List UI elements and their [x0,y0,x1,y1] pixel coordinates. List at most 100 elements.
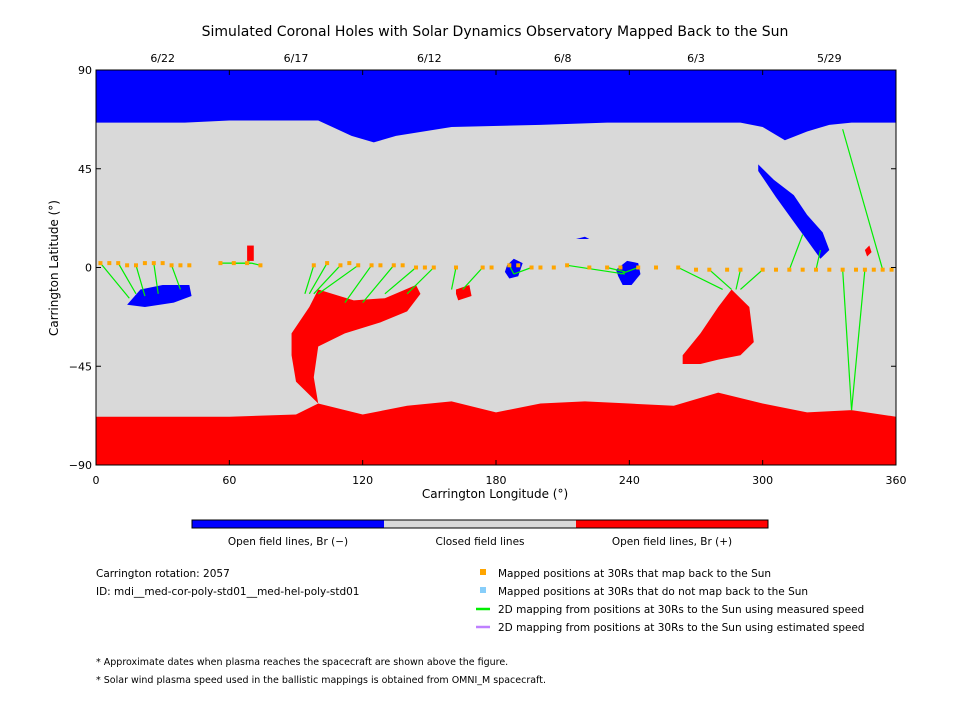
mapping-line-measured [317,264,359,295]
footnote-speed: * Solar wind plasma speed used in the ba… [96,675,546,686]
mapped-position-point [871,267,876,272]
mapped-position-point [618,265,623,270]
mapped-positions [98,261,894,272]
mapping-line-measured [462,267,484,290]
legend-label-mapped: Mapped positions at 30Rs that map back t… [498,568,771,580]
mapped-position-point [854,267,858,272]
date-tick-label: 6/12 [417,52,442,65]
coronal-hole-positive-5 [247,245,254,261]
mapped-position-point [125,263,130,268]
footnotes: * Approximate dates when plasma reaches … [96,657,546,686]
mapping-line-measured [406,267,435,295]
mapped-position-point [480,265,485,270]
mapped-position-point [787,267,792,272]
info-block: Carrington rotation: 2057 ID: mdi__med-c… [96,568,359,598]
mapped-position-point [587,265,592,270]
colorbar-open-positive [576,520,768,528]
mapped-position-point [489,265,494,270]
mapping-line-measured [606,266,626,273]
mapped-position-point [258,263,263,268]
y-tick-label: −45 [69,360,92,373]
mapping-line-measured [740,269,764,290]
mapped-position-point [827,267,832,272]
mapped-position-point [800,267,805,272]
legend-marker-not-mapped [480,587,486,593]
mapped-position-point [400,263,405,268]
polar-coronal-holes [96,70,896,465]
colorbar-label-closed: Closed field lines [435,536,524,548]
mapped-position-point [231,261,236,266]
mapped-position-point [565,263,570,268]
mapping-line-measured [153,263,159,294]
mapping-line-measured [450,267,457,290]
mapping-line-measured [384,267,417,295]
mapped-position-point [654,265,658,270]
colorbar-open-negative [192,520,384,528]
mapping-lines [99,129,884,411]
colorbar-label-positive: Open field lines, Br (+) [612,536,732,548]
coronal-hole-positive-7 [291,285,421,404]
mapped-position-point [414,265,418,270]
colorbar-frame [191,519,769,529]
mapping-line-measured [842,269,853,411]
mapping-line-measured [304,265,315,295]
mapped-position-point [707,267,712,272]
x-axis-ticks: 0 60 120 180 240 300 360 [93,70,907,487]
coronal-hole-positive-8 [682,289,754,365]
mapped-position-point [134,263,138,268]
mapped-position-point [107,261,112,266]
mapped-position-point [347,261,352,266]
mapped-position-point [507,263,512,268]
chart-title: Simulated Coronal Holes with Solar Dynam… [202,24,789,40]
date-ticks: 6/22 6/17 6/12 6/8 6/3 5/29 [150,52,841,65]
mapping-line-measured [842,129,884,270]
x-axis-label: Carrington Longitude (°) [422,487,568,501]
x-tick-label: 120 [352,474,373,487]
coronal-hole-positive-9 [864,245,872,257]
y-tick-label: 45 [78,163,92,176]
mapped-position-point [422,265,427,270]
mapping-line-measured [362,264,395,303]
mapped-position-point [116,261,121,266]
date-tick-label: 5/29 [817,52,842,65]
mapped-position-point [694,267,698,272]
mapped-position-point [862,267,867,272]
south-polar-coronal-hole [96,392,896,465]
mapped-position-point [178,263,183,268]
mapped-position-point [636,265,641,270]
mapped-position-point [880,267,885,272]
x-tick-label: 360 [886,474,907,487]
coronal-hole-negative-4 [576,236,590,239]
x-tick-label: 240 [619,474,640,487]
mapping-line-measured [308,262,328,295]
mapping-line-measured [135,265,146,297]
y-tick-label: 0 [85,262,92,275]
mapping-line-measured [99,262,130,299]
mapped-position-point [738,267,743,272]
mapping-line-measured [170,265,182,290]
north-polar-coronal-hole [96,70,896,143]
mapped-position-point [245,261,250,266]
mapping-line-measured [850,269,866,411]
plot-area [95,69,897,466]
footnote-dates: * Approximate dates when plasma reaches … [96,657,508,668]
mapped-position-point [391,263,396,268]
mapped-position-point [814,267,818,272]
mapped-position-point [774,267,778,272]
mapped-position-point [151,261,156,266]
mapped-position-point [840,267,845,272]
x-tick-label: 0 [93,474,100,487]
mapped-position-point [325,261,330,266]
mapping-line-measured [117,262,137,295]
mapped-position-point [889,267,894,272]
mapped-position-point [218,261,223,266]
mapped-position-point [311,263,316,268]
mapped-position-point [169,263,174,268]
legend-label-measured: 2D mapping from positions at 30Rs to the… [498,604,864,616]
mapping-line-measured [313,264,341,295]
date-tick-label: 6/17 [284,52,309,65]
mapped-position-point [551,265,556,270]
closed-field-background [96,70,896,465]
y-axis-label: Carrington Latitude (°) [47,200,61,336]
